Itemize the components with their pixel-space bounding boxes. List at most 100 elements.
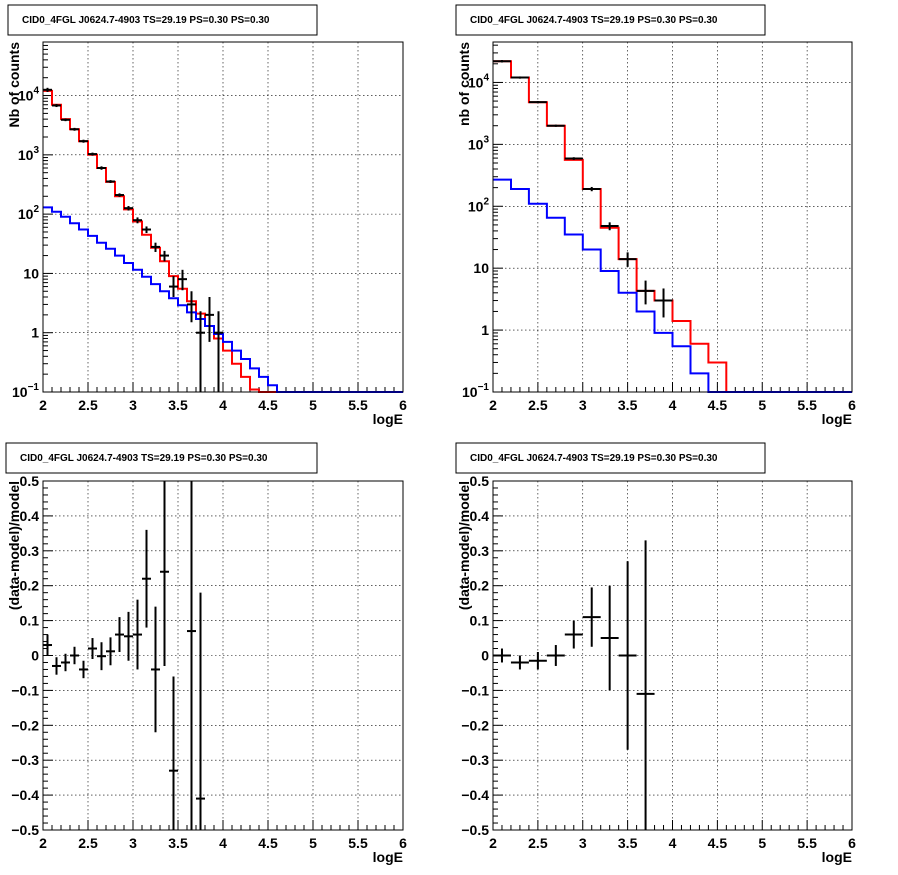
residual-point xyxy=(115,617,124,653)
y-tick-base: 10 xyxy=(462,384,478,400)
x-tick-label: 5 xyxy=(309,835,317,851)
x-tick-label: 5 xyxy=(309,397,317,413)
y-tick-label: −0.2 xyxy=(461,717,489,733)
y-tick-label: 0.3 xyxy=(470,543,490,559)
x-tick-label: 4.5 xyxy=(708,397,728,413)
chart-title: CID0_4FGL J0624.7-4903 TS=29.19 PS=0.30 … xyxy=(470,15,718,26)
residual-point xyxy=(160,481,169,666)
data-point xyxy=(564,157,583,160)
y-tick-label: −0.2 xyxy=(11,717,39,733)
x-tick-label: 2 xyxy=(39,397,47,413)
x-tick-label: 2 xyxy=(489,835,497,851)
y-tick-label: 0.2 xyxy=(20,578,40,594)
data-point xyxy=(88,152,97,156)
y-axis-label: (data-model)/model xyxy=(6,481,22,610)
y-tick-label: 0.2 xyxy=(470,578,490,594)
x-tick-label: 6 xyxy=(848,835,856,851)
residual-point xyxy=(582,587,601,647)
y-axis-label: (data-model)/model xyxy=(456,481,472,610)
y-tick-base: 10 xyxy=(12,384,28,400)
y-tick-label: 0 xyxy=(31,648,39,664)
x-axis-label: logE xyxy=(822,411,852,427)
data-point xyxy=(214,311,223,392)
residual-point xyxy=(106,637,115,666)
data-point xyxy=(178,269,187,291)
x-tick-label: 2.5 xyxy=(78,397,98,413)
residual-point xyxy=(187,481,196,830)
x-tick-label: 6 xyxy=(399,397,407,413)
y-tick-label: −0.3 xyxy=(461,752,489,768)
x-tick-label: 5.5 xyxy=(348,397,368,413)
residual-point xyxy=(151,606,160,733)
residual-point xyxy=(196,592,205,830)
chart-panel-4: CID0_4FGL J0624.7-4903 TS=29.19 PS=0.30 … xyxy=(455,442,856,865)
y-tick-label: 103 xyxy=(18,145,40,163)
x-axis-label: logE xyxy=(373,411,403,427)
x-tick-label: 4.5 xyxy=(708,835,728,851)
x-tick-label: 3.5 xyxy=(168,397,188,413)
residual-point xyxy=(79,660,88,679)
data-point xyxy=(160,250,169,262)
residual-point xyxy=(124,611,133,661)
y-tick-label: 10−1 xyxy=(12,382,39,400)
chart-title-box xyxy=(5,442,318,474)
chart-panel-2: CID0_4FGL J0624.7-4903 TS=29.19 PS=0.30 … xyxy=(455,4,856,427)
y-tick-base: 10 xyxy=(468,136,484,152)
data-point xyxy=(70,127,79,131)
data-point xyxy=(97,166,106,170)
chart-title-box xyxy=(7,4,318,36)
y-tick-label: −0.1 xyxy=(461,682,489,698)
y-tick-label: 102 xyxy=(468,196,490,214)
data-point xyxy=(151,242,160,252)
data-point xyxy=(205,297,214,342)
chart-title: CID0_4FGL J0624.7-4903 TS=29.19 PS=0.30 … xyxy=(470,453,718,464)
residual-point xyxy=(169,676,178,830)
x-tick-label: 3 xyxy=(579,397,587,413)
plot-frame xyxy=(492,480,853,831)
x-axis-label: logE xyxy=(373,849,403,865)
data-point xyxy=(654,288,673,318)
y-tick-exponent: 3 xyxy=(33,145,39,156)
y-tick-exponent: 2 xyxy=(483,196,489,207)
y-tick-label: 1 xyxy=(31,325,39,341)
x-tick-label: 5 xyxy=(758,397,766,413)
data-point xyxy=(493,60,511,63)
x-tick-label: 4.5 xyxy=(258,397,278,413)
x-tick-label: 2.5 xyxy=(528,397,548,413)
chart-title: CID0_4FGL J0624.7-4903 TS=29.19 PS=0.30 … xyxy=(22,15,270,26)
y-tick-label: 0.1 xyxy=(20,613,40,629)
residual-point xyxy=(600,585,619,691)
x-tick-label: 5.5 xyxy=(348,835,368,851)
y-tick-exponent: 2 xyxy=(33,204,39,215)
y-tick-label: 0.4 xyxy=(470,508,490,524)
x-tick-label: 4 xyxy=(219,835,227,851)
residual-point xyxy=(52,657,61,675)
x-tick-label: 4.5 xyxy=(258,835,278,851)
data-point xyxy=(546,124,565,127)
data-point xyxy=(187,291,196,323)
x-tick-label: 3.5 xyxy=(618,397,638,413)
y-tick-label: 0.3 xyxy=(20,543,40,559)
plot-frame xyxy=(42,41,404,393)
y-tick-exponent: −1 xyxy=(478,382,490,393)
data-point xyxy=(79,139,88,143)
residual-point xyxy=(61,653,70,672)
residual-point xyxy=(142,529,151,628)
y-tick-label: 10−1 xyxy=(462,382,489,400)
data-point xyxy=(582,186,601,192)
plot-frame xyxy=(492,41,853,393)
x-tick-label: 6 xyxy=(848,397,856,413)
chart-title-box xyxy=(455,4,766,36)
residual-point xyxy=(493,648,511,663)
y-tick-label: −0.5 xyxy=(461,822,489,838)
data-point xyxy=(133,217,142,224)
residual-point xyxy=(97,642,106,671)
residual-point xyxy=(70,646,79,665)
y-tick-label: 103 xyxy=(468,134,490,152)
y-tick-label: 102 xyxy=(18,204,40,222)
x-tick-label: 2 xyxy=(39,835,47,851)
data-point xyxy=(61,118,70,122)
data-point xyxy=(142,226,151,234)
y-tick-label: −0.3 xyxy=(11,752,39,768)
